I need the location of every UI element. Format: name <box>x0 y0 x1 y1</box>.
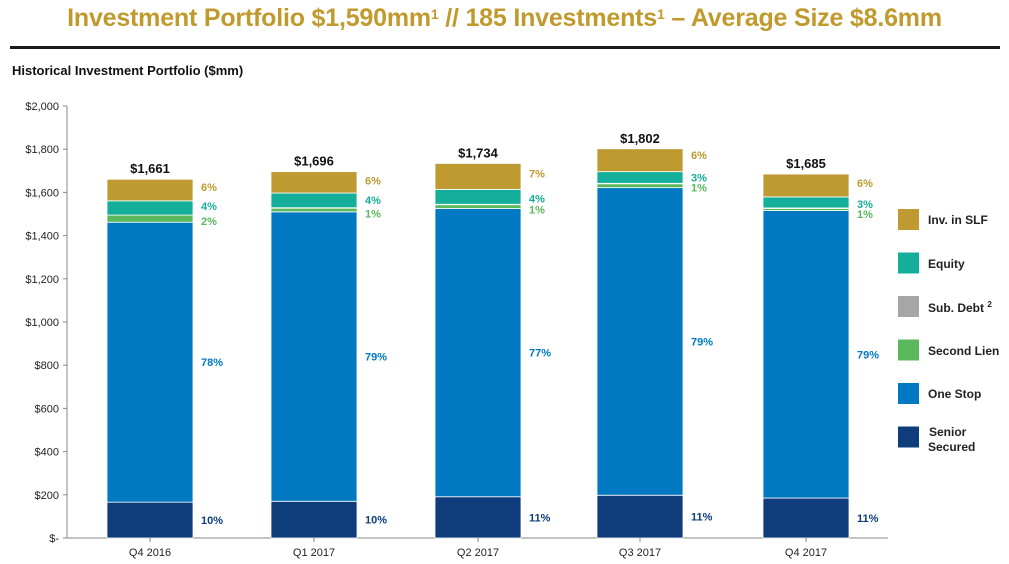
bar-segment <box>762 497 850 539</box>
bar-segment <box>270 211 358 502</box>
data-label: 79% <box>365 352 387 364</box>
y-tick-label: $1,200 <box>25 274 59 286</box>
legend-label: Equity <box>928 256 965 271</box>
data-label: 6% <box>691 150 707 162</box>
y-tick-label: $2,000 <box>25 101 59 113</box>
bar-segment <box>762 196 850 209</box>
y-tick-label: $1,800 <box>25 144 59 156</box>
y-tick-label: $200 <box>35 490 59 502</box>
legend-label: Second Lien <box>928 343 1000 358</box>
data-label: 2% <box>201 216 217 228</box>
bar-total-label: $1,802 <box>620 131 660 146</box>
y-tick-label: $1,600 <box>25 187 59 199</box>
bar-segment <box>106 200 194 216</box>
x-tick-label: Q1 2017 <box>293 547 335 559</box>
data-label: 1% <box>857 209 873 221</box>
data-label: 6% <box>857 178 873 190</box>
y-tick-label: $1,400 <box>25 231 59 243</box>
page-title: Investment Portfolio $1,590mm1 // 185 In… <box>67 4 942 32</box>
bar-total-label: $1,696 <box>294 154 334 169</box>
y-tick-label: $- <box>49 533 59 545</box>
bar-segment <box>762 210 850 499</box>
bar-segment <box>106 214 194 223</box>
data-label: 3% <box>857 199 873 211</box>
bar-total-label: $1,734 <box>458 145 499 160</box>
bar-segment <box>270 192 358 209</box>
x-tick-label: Q4 2016 <box>129 547 171 559</box>
y-tick-label: $600 <box>35 403 59 415</box>
legend-label: Sub. Debt 2 <box>928 300 992 315</box>
bar-segment <box>434 207 522 498</box>
y-tick-label: $400 <box>35 447 59 459</box>
bar-segment <box>434 188 522 205</box>
data-label: 4% <box>201 201 217 213</box>
bar-segment <box>106 178 194 202</box>
legend-swatch <box>898 209 919 230</box>
data-label: 77% <box>529 348 551 360</box>
bar-total-label: $1,685 <box>786 156 826 171</box>
bar-segment <box>762 173 850 198</box>
bar-segment <box>596 187 684 496</box>
data-label: 6% <box>365 176 381 188</box>
data-label: 3% <box>691 173 707 185</box>
bar-segment <box>270 207 358 213</box>
bar-segment <box>106 221 194 503</box>
bar-total-label: $1,661 <box>130 161 170 176</box>
data-label: 6% <box>201 182 217 194</box>
legend-label: Senior Secured <box>928 424 976 454</box>
bar-segment <box>596 171 684 184</box>
data-label: 1% <box>365 209 381 221</box>
y-tick-label: $800 <box>35 360 59 372</box>
data-label: 7% <box>529 168 545 180</box>
bar-segment <box>434 204 522 209</box>
bar-segment <box>596 494 684 539</box>
data-label: 11% <box>529 512 551 524</box>
x-tick-label: Q3 2017 <box>619 547 661 559</box>
x-tick-label: Q2 2017 <box>457 547 499 559</box>
bar-segment <box>270 500 358 539</box>
data-label: 78% <box>201 357 223 369</box>
bar-segment <box>596 148 684 173</box>
bar-segment <box>106 501 194 539</box>
bar-segment <box>434 163 522 190</box>
legend-swatch <box>898 252 919 274</box>
x-tick-label: Q4 2017 <box>785 547 827 559</box>
legend-label: Inv. in SLF <box>928 213 988 227</box>
legend-swatch <box>898 296 919 317</box>
legend-swatch <box>898 383 919 404</box>
data-label: 4% <box>365 195 381 207</box>
data-label: 4% <box>529 193 545 205</box>
legend-swatch <box>898 426 919 448</box>
legend-swatch <box>898 339 919 361</box>
data-label: 10% <box>365 515 387 527</box>
title-divider <box>10 46 1000 49</box>
data-label: 79% <box>691 336 713 348</box>
data-label: 11% <box>691 512 713 524</box>
data-label: 1% <box>529 204 545 216</box>
data-label: 1% <box>691 182 707 194</box>
bar-segment <box>270 171 358 194</box>
data-label: 11% <box>857 513 879 525</box>
data-label: 10% <box>201 515 223 527</box>
y-tick-label: $1,000 <box>25 317 59 329</box>
bar-segment <box>596 183 684 189</box>
chart-title: Historical Investment Portfolio ($mm) <box>12 63 243 78</box>
data-label: 79% <box>857 349 879 361</box>
legend-label: One Stop <box>928 387 982 401</box>
bar-segment <box>434 496 522 539</box>
